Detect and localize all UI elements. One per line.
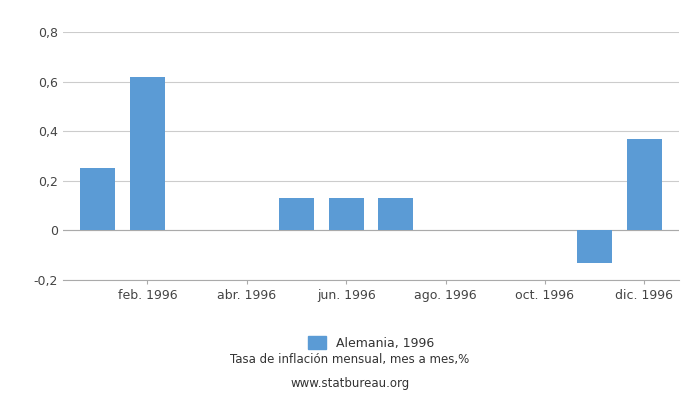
Text: www.statbureau.org: www.statbureau.org [290,378,410,390]
Bar [329,198,363,230]
Bar [80,168,116,230]
Bar [130,77,164,230]
Bar [578,230,612,263]
Text: Tasa de inflación mensual, mes a mes,%: Tasa de inflación mensual, mes a mes,% [230,354,470,366]
Legend: Alemania, 1996: Alemania, 1996 [302,331,440,354]
Bar [379,198,413,230]
Bar [279,198,314,230]
Bar [626,139,662,230]
